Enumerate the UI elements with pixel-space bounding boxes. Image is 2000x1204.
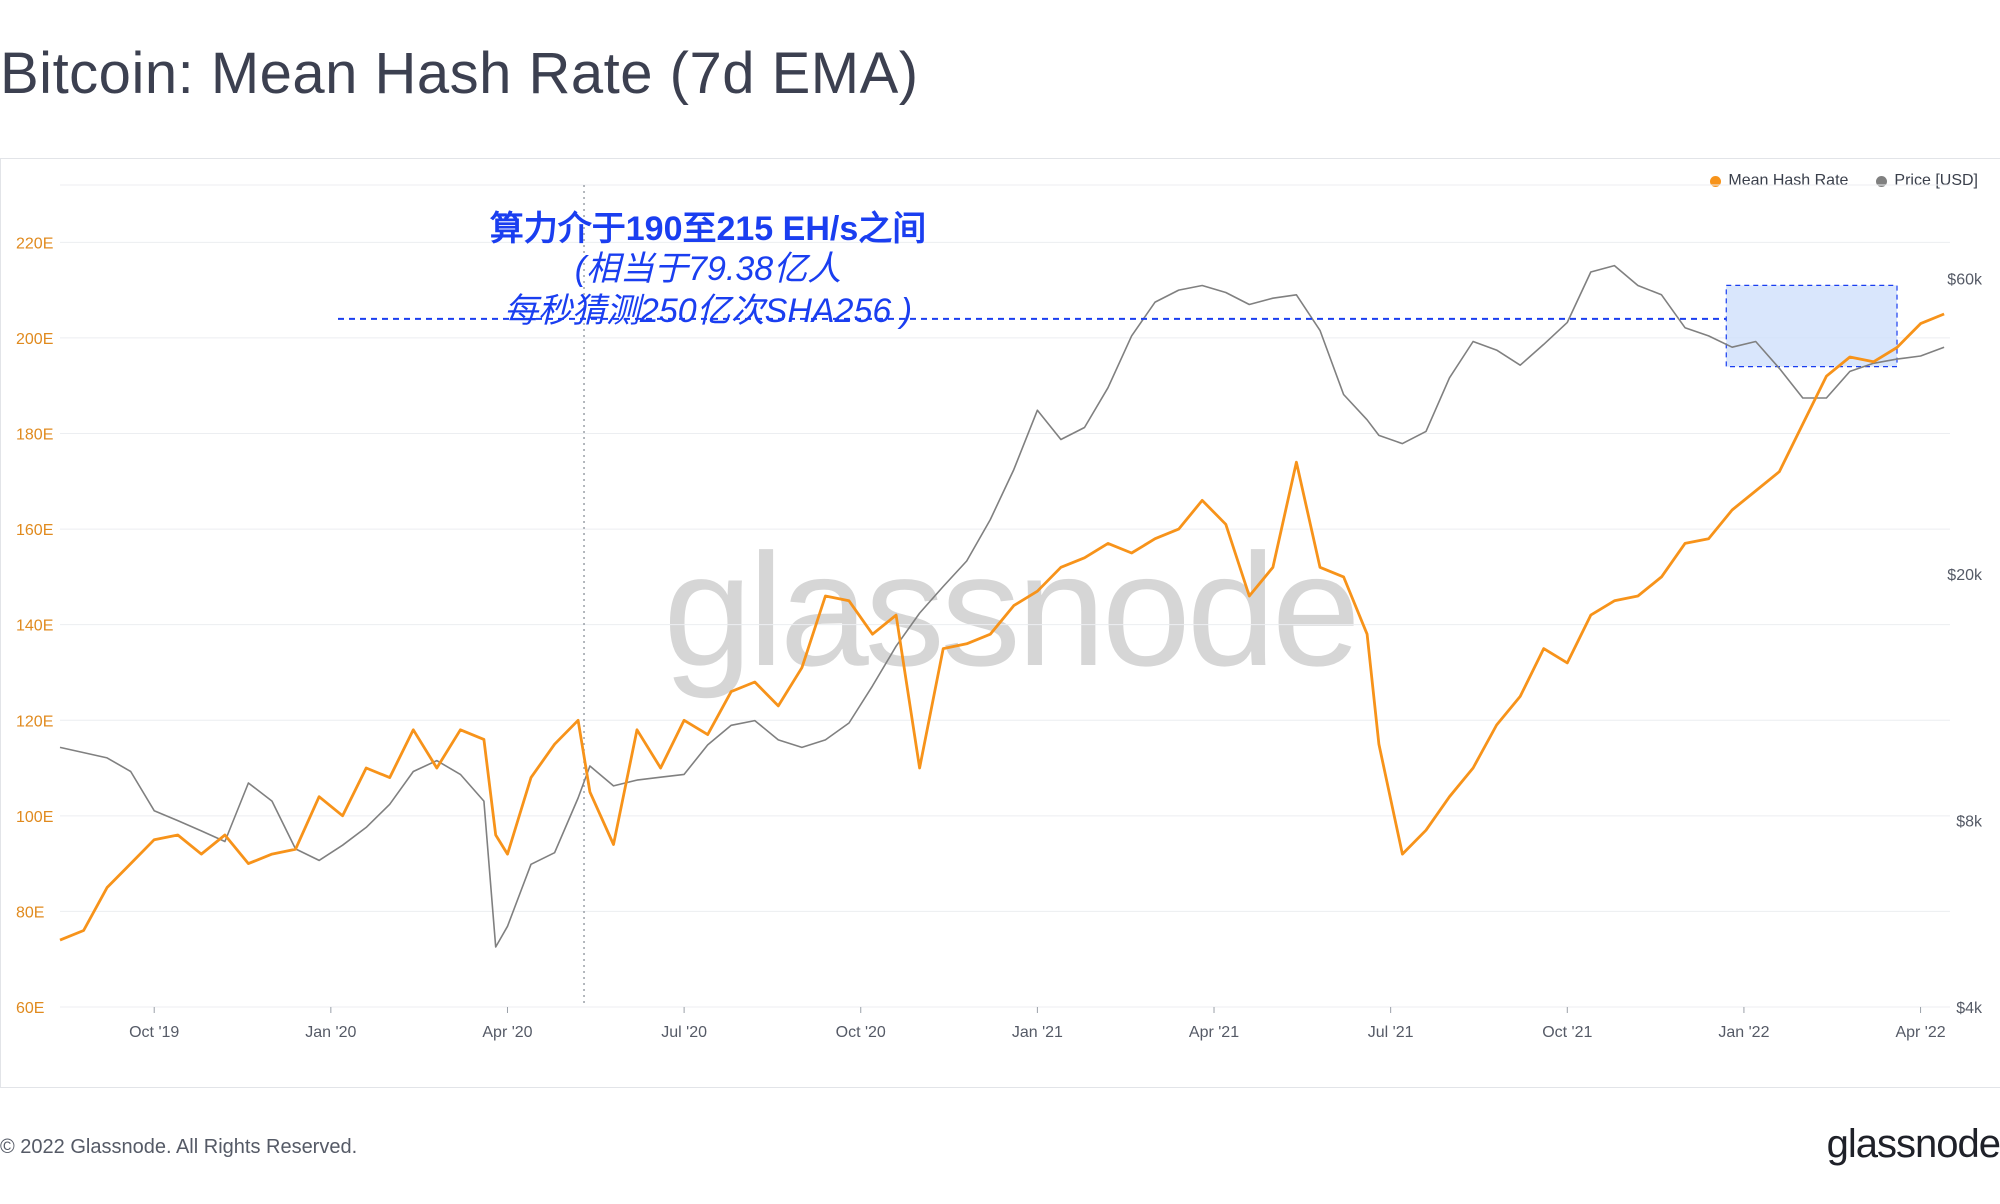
y-axis-right: $60k $20k $8k $4k [1947,272,1983,1017]
y-left-tick-label: 160E [16,522,53,539]
y-axis-left: 220E 200E 180E 160E 140E 120E 100E 80E 60E [16,235,53,1017]
y-left-tick-label: 120E [16,713,53,730]
x-tick-label: Oct '21 [1542,1024,1592,1041]
copyright-footer: © 2022 Glassnode. All Rights Reserved. [0,1136,358,1158]
gridlines [60,184,1950,1008]
hashrate-line [59,312,1945,942]
legend-dot-price [1876,175,1888,187]
x-axis: Oct '19 Jan '20 Apr '20 Jul '20 Oct '20 Jan '… [129,1007,1946,1041]
y-left-tick-label: 80E [16,904,44,921]
y-left-tick-label: 60E [16,1000,44,1017]
x-tick-label: Apr '21 [1189,1024,1239,1041]
annotation-line-1: 算力介于190至215 EH/s之间 [490,210,927,248]
y-left-tick-label: 140E [16,618,53,635]
x-tick-label: Jul '20 [661,1024,707,1041]
y-right-tick-label: $4k [1956,1000,1983,1017]
y-left-tick-label: 180E [16,427,53,444]
page-title: Bitcoin: Mean Hash Rate (7d EMA) [0,41,919,106]
x-tick-label: Jul '21 [1368,1024,1414,1041]
price-line [59,264,1945,948]
y-left-tick-label: 220E [16,235,53,252]
annotation: 算力介于190至215 EH/s之间 (相当于79.38亿人 每秒猜测250亿次… [338,210,1727,330]
legend-dot-hashrate [1710,175,1722,187]
y-right-tick-label: $8k [1956,814,1983,831]
x-tick-label: Jan '22 [1718,1024,1769,1041]
highlight-rect [1725,284,1898,368]
x-tick-label: Jan '20 [305,1024,356,1041]
x-tick-label: Oct '20 [836,1024,886,1041]
y-right-tick-label: $60k [1947,272,1983,289]
highlight-box [1725,284,1898,368]
y-right-tick-label: $20k [1947,567,1983,584]
x-tick-label: Oct '19 [129,1024,179,1041]
y-left-tick-label: 200E [16,331,53,348]
x-tick-label: Apr '20 [482,1024,532,1041]
brand-logo[interactable]: glassnode [1826,1122,2000,1166]
annotation-line-2: (相当于79.38亿人 [575,250,841,288]
y-left-tick-label: 100E [16,809,53,826]
x-tick-label: Apr '22 [1895,1024,1945,1041]
x-tick-label: Jan '21 [1012,1024,1063,1041]
chart-panel [0,158,2000,1088]
series-lines [59,264,1945,948]
annotation-line-3: 每秒猜测250亿次SHA256 ) [504,292,912,330]
